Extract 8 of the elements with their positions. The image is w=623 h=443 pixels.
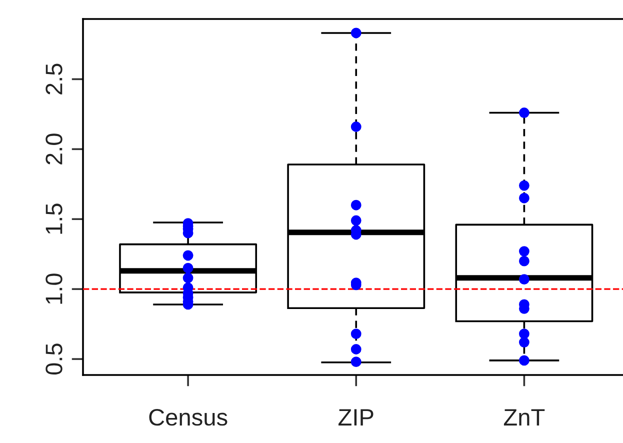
x-tick-label: ZIP xyxy=(338,409,374,426)
y-tick-label: 0.5 xyxy=(46,344,62,375)
x-tick-label: ZnT xyxy=(504,409,545,426)
y-tick-label: 1.0 xyxy=(46,274,62,304)
y-tick-label: 2.5 xyxy=(46,64,62,94)
x-tick-label: Census xyxy=(149,408,228,426)
y-tick-label: 2.0 xyxy=(46,134,62,164)
y-tick-label: 1.5 xyxy=(46,204,62,234)
